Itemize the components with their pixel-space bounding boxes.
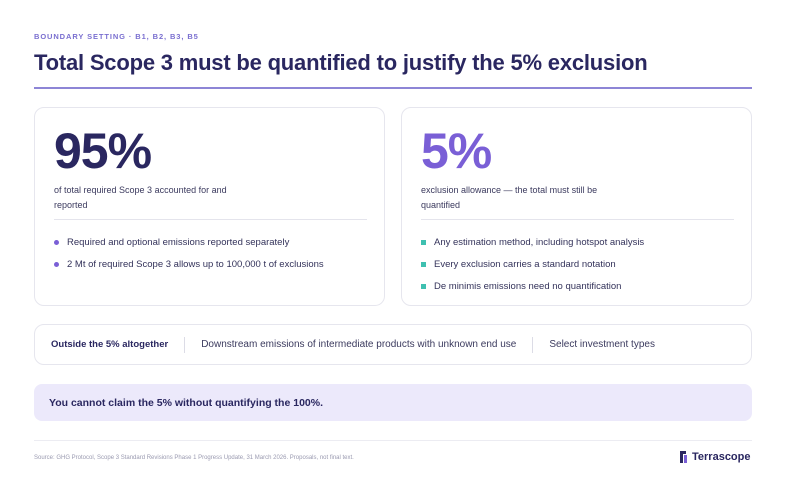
card-divider <box>421 219 734 220</box>
strip-item: Select investment types <box>549 339 655 350</box>
source-note: Source: GHG Protocol, Scope 3 Standard R… <box>34 455 354 461</box>
terrascope-logo-icon <box>680 451 687 463</box>
square-bullet-icon <box>421 261 426 267</box>
stat-card-reported: 95% of total required Scope 3 accounted … <box>34 107 385 306</box>
eyebrow: BOUNDARY SETTING · B1, B2, B3, B5 <box>34 32 199 41</box>
strip-divider <box>184 336 186 353</box>
bullet-text: De minimis emissions need no quantificat… <box>434 280 622 292</box>
bullet-text: 2 Mt of required Scope 3 allows up to 10… <box>67 258 324 270</box>
title-divider <box>34 87 752 89</box>
list-item: Any estimation method, including hotspot… <box>421 231 644 253</box>
bullet-text: Required and optional emissions reported… <box>67 236 290 248</box>
outside-scope-strip: Outside the 5% altogether Downstream emi… <box>34 324 752 365</box>
callout-banner: You cannot claim the 5% without quantify… <box>34 384 752 421</box>
bullet-list: Required and optional emissions reported… <box>54 231 324 275</box>
bullet-text: Every exclusion carries a standard notat… <box>434 258 616 270</box>
page-title: Total Scope 3 must be quantified to just… <box>34 50 648 75</box>
stat-card-exclusion: 5% exclusion allowance — the total must … <box>401 107 752 306</box>
stat-value: 95% <box>54 123 152 179</box>
stat-description: exclusion allowance — the total must sti… <box>421 185 598 210</box>
brand-logo: Terrascope <box>679 450 751 464</box>
circle-bullet-icon <box>54 239 59 245</box>
stat-description: of total required Scope 3 accounted for … <box>54 185 227 210</box>
brand-name: Terrascope <box>692 451 751 463</box>
strip-label: Outside the 5% altogether <box>51 339 169 350</box>
list-item: 2 Mt of required Scope 3 allows up to 10… <box>54 253 324 275</box>
footer-divider <box>34 440 752 441</box>
list-item: De minimis emissions need no quantificat… <box>421 275 644 297</box>
circle-bullet-icon <box>54 261 59 267</box>
card-divider <box>54 219 367 220</box>
strip-item: Downstream emissions of intermediate pro… <box>201 339 517 350</box>
bullet-list: Any estimation method, including hotspot… <box>421 231 644 297</box>
stat-value: 5% <box>421 123 492 179</box>
bullet-text: Any estimation method, including hotspot… <box>434 236 645 248</box>
strip-divider <box>532 336 534 353</box>
callout-text: You cannot claim the 5% without quantify… <box>49 396 323 409</box>
square-bullet-icon <box>421 239 426 245</box>
list-item: Required and optional emissions reported… <box>54 231 324 253</box>
square-bullet-icon <box>421 283 426 289</box>
list-item: Every exclusion carries a standard notat… <box>421 253 644 275</box>
